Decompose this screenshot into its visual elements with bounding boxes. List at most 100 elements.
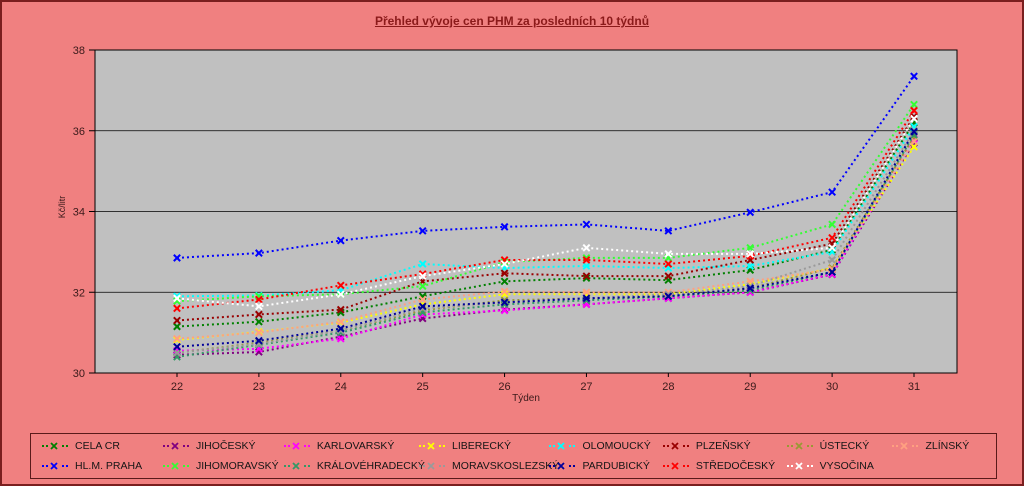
legend-item: LIBERECKÝ xyxy=(418,440,548,452)
series-marker-x-icon xyxy=(664,290,673,299)
y-tick-label: 36 xyxy=(73,126,85,138)
series-marker-x-icon xyxy=(664,272,673,281)
legend-marker-icon xyxy=(549,462,576,470)
series-marker-x-icon xyxy=(173,334,181,343)
series-marker-x-icon xyxy=(910,127,918,136)
series-marker-x-icon xyxy=(582,243,591,252)
series-marker-x-icon xyxy=(828,268,837,276)
series-marker-x-icon xyxy=(828,188,837,197)
chart-legend: CELA CR JIHOČESKÝ KARLOVARSKÝ LIBERECKÝ OLOM… xyxy=(30,433,997,479)
legend-label: KRÁLOVÉHRADECKÝ xyxy=(316,460,425,472)
x-tick-label: 23 xyxy=(253,381,265,393)
series-marker-x-icon xyxy=(746,208,755,217)
series-marker-x-icon xyxy=(582,272,591,281)
series-marker-x-icon xyxy=(336,281,345,290)
legend-marker-icon xyxy=(892,442,919,450)
series-marker-x-icon xyxy=(254,295,263,304)
series-marker-x-icon xyxy=(664,292,673,301)
series-marker-x-icon xyxy=(418,295,427,304)
y-tick-label: 30 xyxy=(73,368,85,380)
y-tick-label: 32 xyxy=(73,287,85,299)
legend-label: HL.M. PRAHA xyxy=(75,460,143,472)
series-marker-x-icon xyxy=(582,256,591,264)
series-marker-x-icon xyxy=(746,284,755,293)
legend-label: ZLÍNSKÝ xyxy=(925,440,970,452)
series-marker-x-icon xyxy=(173,322,181,331)
series-marker-x-icon xyxy=(500,258,509,266)
series-marker-x-icon xyxy=(254,249,263,257)
x-tick-label: 28 xyxy=(662,381,674,393)
y-tick-label: 38 xyxy=(73,45,85,57)
series-marker-x-icon xyxy=(746,243,755,252)
series-marker-x-icon xyxy=(418,272,427,281)
series-marker-x-icon xyxy=(910,137,918,146)
legend-item: HL.M. PRAHA xyxy=(41,460,162,472)
legend-marker-icon xyxy=(662,442,689,450)
series-marker-x-icon xyxy=(828,256,837,264)
x-tick-label: 22 xyxy=(171,381,183,393)
legend-item: JIHOČESKÝ xyxy=(162,440,283,452)
series-marker-x-icon xyxy=(910,114,918,123)
legend-label: JIHOČESKÝ xyxy=(195,440,256,452)
y-axis-title: Kč/litr xyxy=(57,195,67,219)
series-marker-x-icon xyxy=(582,262,591,270)
chart-title: Přehled vývoje cen PHM za posledních 10 … xyxy=(374,14,650,28)
series-marker-x-icon xyxy=(500,222,509,231)
legend-item: KARLOVARSKÝ xyxy=(283,440,418,452)
series-marker-x-icon xyxy=(664,249,673,258)
series-line xyxy=(176,75,915,259)
legend-label: JIHOMORAVSKÝ xyxy=(195,460,279,472)
series-marker-x-icon xyxy=(173,294,181,303)
legend-label: STŘEDOČESKÝ xyxy=(695,460,776,472)
series-marker-x-icon xyxy=(500,306,509,315)
legend-item: OLOMOUCKÝ xyxy=(548,440,661,452)
series-marker-x-icon xyxy=(418,282,427,291)
series-marker-x-icon xyxy=(910,100,918,109)
legend-item: PARDUBICKÝ xyxy=(548,460,661,472)
series-marker-x-icon xyxy=(828,233,837,242)
series-marker-x-icon xyxy=(500,277,509,286)
series-marker-x-icon xyxy=(336,290,345,299)
series-marker-x-icon xyxy=(828,220,837,229)
legend-label: VYSOČINA xyxy=(819,460,874,472)
series-marker-x-icon xyxy=(910,72,918,81)
x-tick-label: 31 xyxy=(908,381,920,393)
series-marker-x-icon xyxy=(500,269,509,278)
legend-label: CELA CR xyxy=(75,440,120,452)
series-line xyxy=(176,118,915,308)
series-marker-x-icon xyxy=(254,336,263,345)
series-marker-x-icon xyxy=(254,328,263,337)
series-marker-x-icon xyxy=(418,226,427,235)
series-marker-x-icon xyxy=(336,334,345,343)
series-marker-x-icon xyxy=(500,290,509,299)
series-marker-x-icon xyxy=(582,274,591,283)
legend-marker-icon xyxy=(42,462,68,470)
series-line xyxy=(176,136,915,354)
series-marker-x-icon xyxy=(500,260,509,268)
series-marker-x-icon xyxy=(582,294,591,303)
series-marker-x-icon xyxy=(418,260,427,268)
legend-marker-icon xyxy=(162,462,189,470)
series-marker-x-icon xyxy=(664,226,673,235)
legend-marker-icon xyxy=(419,442,446,450)
y-tick-label: 34 xyxy=(73,207,85,219)
series-marker-x-icon xyxy=(254,310,263,319)
series-line xyxy=(176,138,915,352)
series-marker-x-icon xyxy=(254,302,263,311)
legend-marker-icon xyxy=(786,462,813,470)
legend-item: ZLÍNSKÝ xyxy=(891,440,986,452)
series-line xyxy=(176,134,915,358)
series-marker-x-icon xyxy=(173,342,181,351)
legend-item: ÚSTECKÝ xyxy=(786,440,892,452)
legend-item: VYSOČINA xyxy=(786,460,892,472)
series-marker-x-icon xyxy=(254,317,263,326)
legend-item: KRÁLOVÉHRADECKÝ xyxy=(283,460,425,472)
x-tick-label: 25 xyxy=(417,381,429,393)
series-marker-x-icon xyxy=(746,249,755,258)
legend-label: LIBERECKÝ xyxy=(452,440,511,452)
x-tick-label: 26 xyxy=(498,381,510,393)
legend-marker-icon xyxy=(162,442,189,450)
series-marker-x-icon xyxy=(336,324,345,333)
x-tick-label: 24 xyxy=(335,381,347,393)
